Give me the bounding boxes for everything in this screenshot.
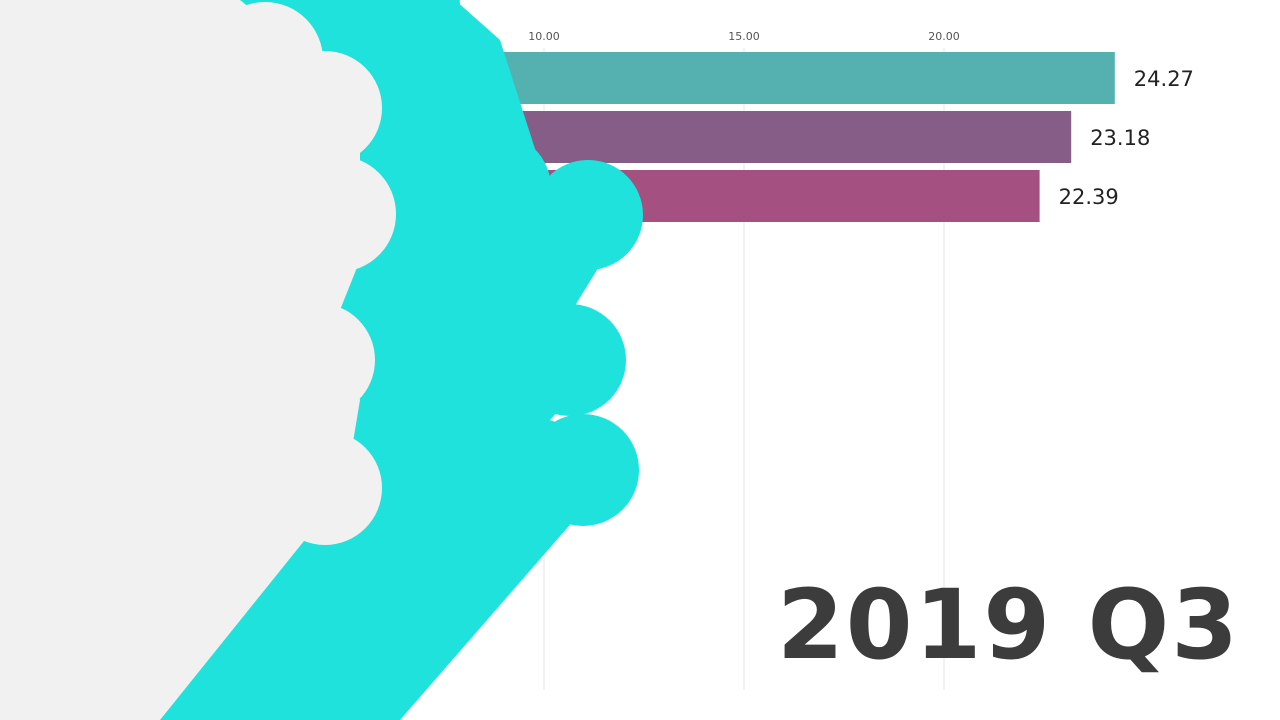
transition-overlay (0, 0, 643, 720)
x-axis-ticks: 10.00 15.00 20.00 (528, 30, 960, 43)
grey-wipe-shape (0, 0, 396, 720)
period-label: 2019 Q3 (777, 569, 1240, 681)
x-tick-label: 10.00 (528, 30, 560, 43)
bar-value-label: 24.27 (1134, 67, 1194, 91)
x-tick-label: 15.00 (728, 30, 760, 43)
bar-value-label: 22.39 (1059, 185, 1119, 209)
value-labels: 24.27 23.18 22.39 (1059, 67, 1194, 209)
bar-value-label: 23.18 (1090, 126, 1150, 150)
x-tick-label: 20.00 (928, 30, 960, 43)
